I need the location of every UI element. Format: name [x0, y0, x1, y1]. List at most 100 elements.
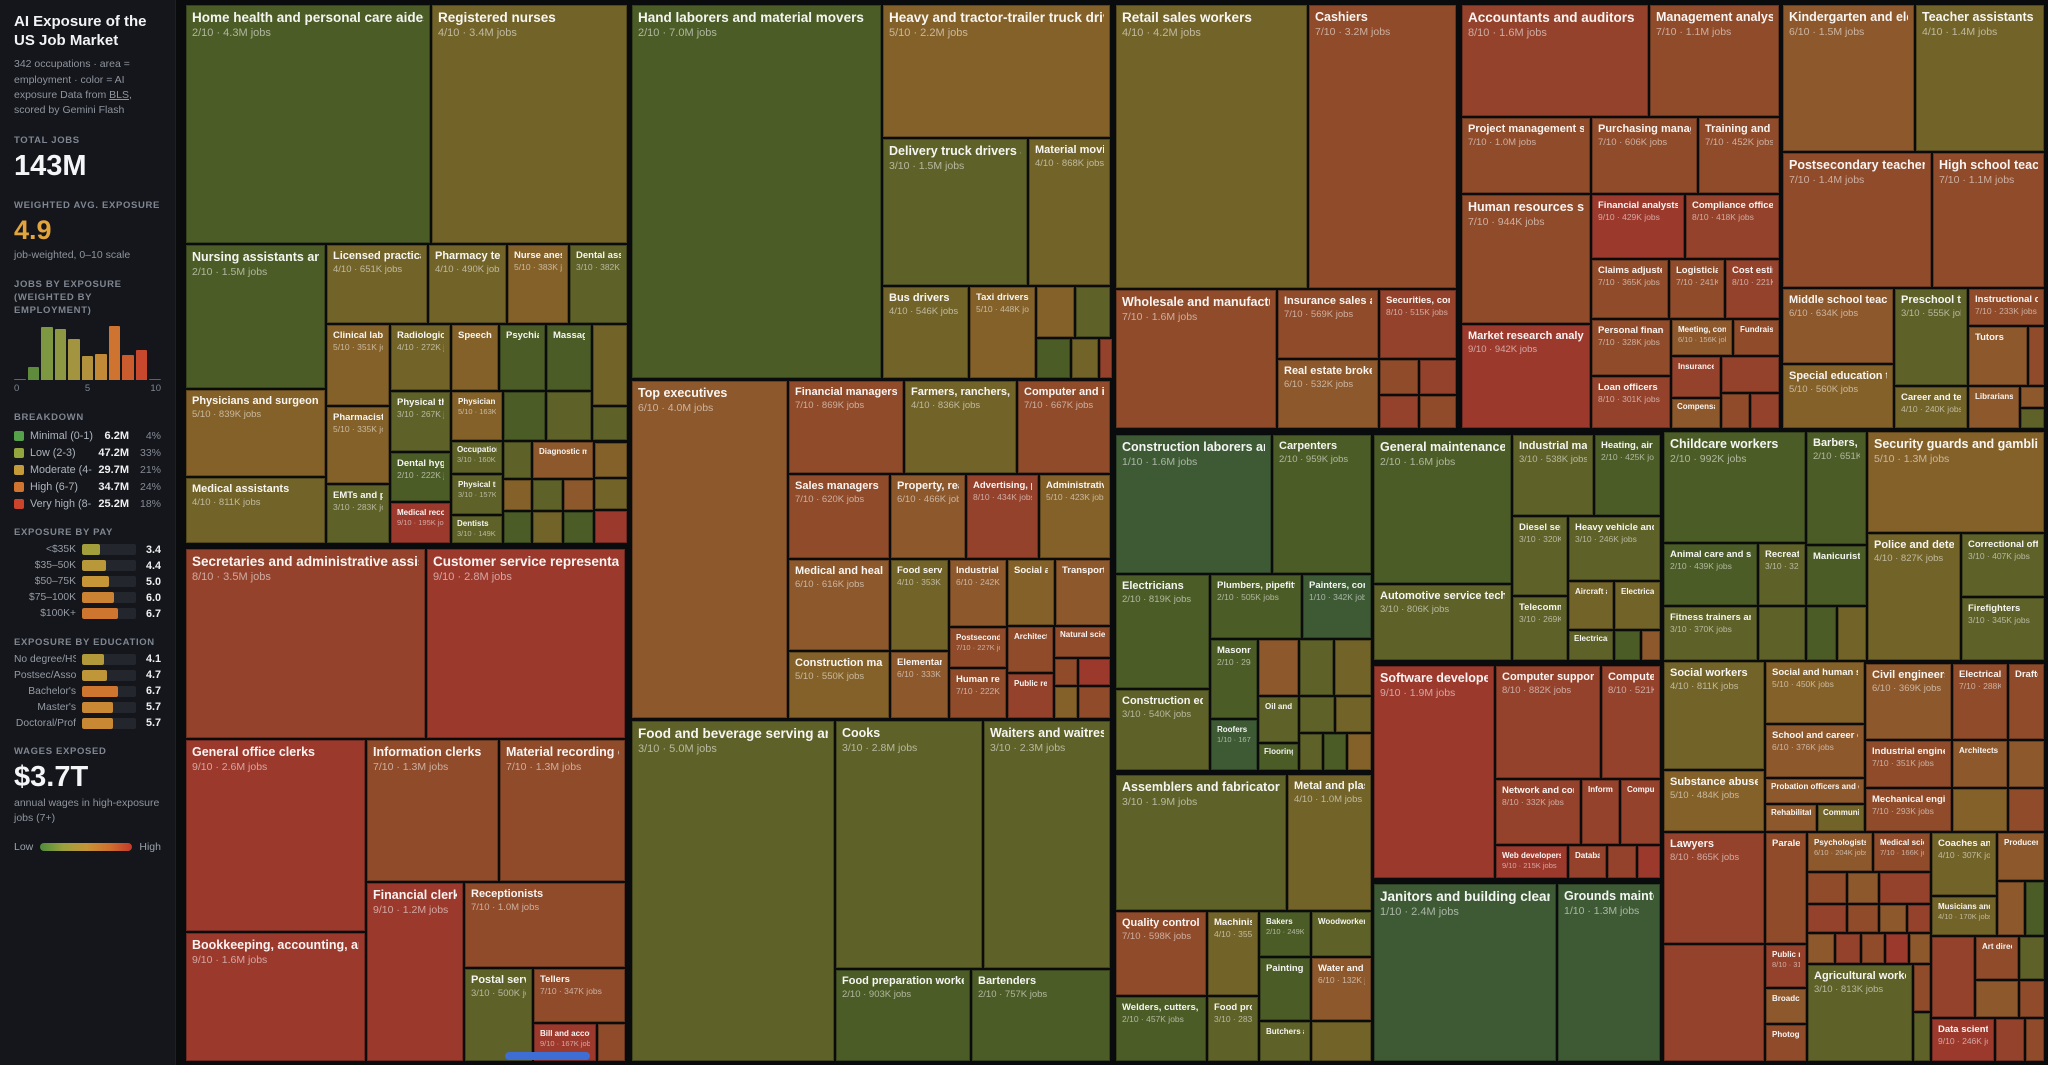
treemap-cell[interactable]: Postal service workers3/10 · 500K jobs	[465, 969, 532, 1061]
treemap-cell[interactable]	[1886, 934, 1908, 963]
treemap-cell[interactable]: Firefighters 3/10 · 345K jobs	[1962, 598, 2044, 660]
treemap-cell[interactable]: Purchasing managers, buyers, and purchas…	[1592, 118, 1697, 193]
treemap-cell[interactable]	[1420, 360, 1456, 394]
treemap-cell[interactable]: Quality control inspectors7/10 · 598K jo…	[1116, 912, 1206, 995]
treemap-cell[interactable]: Lawyers 8/10 · 865K jobs	[1664, 833, 1764, 943]
treemap-cell[interactable]	[1838, 607, 1866, 660]
treemap-cell[interactable]: Wholesale and manufacturing sales repres…	[1116, 290, 1276, 428]
treemap-cell[interactable]	[1037, 287, 1074, 337]
treemap-cell[interactable]: Food and beverage serving and related wo…	[632, 721, 834, 1061]
treemap-cell[interactable]	[1638, 846, 1660, 878]
treemap-cell[interactable]: Recreation workers3/10 · 328K jobs	[1759, 544, 1805, 605]
treemap-cell[interactable]: Computer support specialists8/10 · 882K …	[1496, 666, 1600, 778]
bls-link[interactable]: BLS	[109, 88, 129, 101]
treemap-cell[interactable]	[1072, 339, 1098, 378]
treemap-cell[interactable]	[1908, 905, 1930, 932]
treemap-cell[interactable]: Mechanical engineers7/10 · 293K jobs	[1866, 789, 1951, 831]
treemap-cell[interactable]: Middle school teachers6/10 · 634K jobs	[1783, 289, 1893, 363]
treemap-cell[interactable]: Paralegals and legal assistants	[1766, 833, 1806, 943]
treemap-cell[interactable]: Aircraft and avionics equipment mechanic…	[1569, 582, 1613, 629]
treemap-cell[interactable]: Producers and directors	[1998, 833, 2044, 880]
treemap-cell[interactable]: Childcare workers 2/10 · 992K jobs	[1664, 432, 1805, 542]
treemap-cell[interactable]: Natural sciences managers	[1055, 627, 1110, 657]
treemap-cell[interactable]	[564, 512, 593, 543]
treemap-cell[interactable]	[1722, 394, 1749, 428]
treemap-cell[interactable]: Nurse anesthetists, nurse midwives, and …	[508, 245, 568, 323]
treemap-cell[interactable]	[1079, 687, 1110, 718]
treemap-cell[interactable]	[1664, 945, 1764, 1061]
treemap-cell[interactable]: Cost estimators8/10 · 221K jobs	[1726, 260, 1779, 318]
treemap-cell[interactable]: Psychiatric technicians and aides	[500, 325, 545, 390]
treemap-cell[interactable]: Clinical laboratory technologists and te…	[327, 325, 389, 405]
treemap-cell[interactable]: Management analysts 7/10 · 1.1M jobs	[1650, 5, 1779, 116]
treemap-cell[interactable]: Massage therapists	[547, 325, 591, 390]
treemap-cell[interactable]: Cashiers 7/10 · 3.2M jobs	[1309, 5, 1456, 288]
treemap-cell[interactable]: Industrial engineers7/10 · 351K jobs	[1866, 741, 1951, 787]
treemap-cell[interactable]	[504, 512, 531, 543]
treemap-cell[interactable]: Medical scientists7/10 · 166K jobs	[1874, 833, 1930, 871]
treemap-cell[interactable]: Licensed practical and licensed vocation…	[327, 245, 427, 323]
treemap-cell[interactable]: Computer systems analysts8/10 · 521K job…	[1602, 666, 1660, 778]
treemap-cell[interactable]	[533, 480, 562, 510]
treemap-cell[interactable]	[1914, 1013, 1930, 1061]
treemap-cell[interactable]	[1914, 965, 1930, 1011]
treemap-cell[interactable]: Fitness trainers and instructors3/10 · 3…	[1664, 607, 1757, 660]
treemap-cell[interactable]: Plumbers, pipefitters, and steamfitters2…	[1211, 575, 1301, 638]
treemap-cell[interactable]: Tutors	[1969, 327, 2027, 385]
treemap-cell[interactable]	[1380, 360, 1418, 394]
treemap-cell[interactable]: Probation officers and correctional trea…	[1766, 779, 1864, 803]
treemap-cell[interactable]	[1862, 934, 1884, 963]
treemap-cell[interactable]: Kindergarten and elementary school teach…	[1783, 5, 1914, 151]
treemap-cell[interactable]: Musicians and singers4/10 · 170K jobs	[1932, 897, 1996, 935]
treemap-cell[interactable]	[1751, 394, 1779, 428]
treemap-cell[interactable]	[504, 442, 531, 478]
treemap-cell[interactable]: Postsecondary education administrators7/…	[950, 628, 1006, 667]
treemap-cell[interactable]: Automotive service technicians and mecha…	[1374, 585, 1511, 660]
treemap-cell[interactable]: Material moving machine operators4/10 · …	[1029, 139, 1110, 285]
treemap-cell[interactable]: Financial managers 7/10 · 869K jobs	[789, 381, 903, 473]
treemap-cell[interactable]	[593, 325, 627, 405]
treemap-cell[interactable]: Water and wastewater treatment plant ope…	[1312, 958, 1371, 1020]
treemap-cell[interactable]: Top executives 6/10 · 4.0M jobs	[632, 381, 787, 718]
treemap-cell[interactable]	[1312, 1022, 1371, 1061]
treemap-cell[interactable]	[1335, 640, 1371, 695]
treemap-cell[interactable]: Transportation managers	[1056, 560, 1110, 625]
treemap-cell[interactable]: Substance abuse, behavioral disorder, an…	[1664, 771, 1764, 831]
treemap-cell[interactable]	[1953, 789, 2007, 831]
treemap-cell[interactable]	[1100, 339, 1112, 378]
treemap-cell[interactable]	[2021, 387, 2044, 407]
treemap-cell[interactable]: Retail sales workers 4/10 · 4.2M jobs	[1116, 5, 1307, 288]
treemap-cell[interactable]: School and career counselors and advisor…	[1766, 725, 1864, 777]
treemap-cell[interactable]: Occupational therapists3/10 · 160K jobs	[452, 442, 502, 473]
treemap-cell[interactable]: Database administrators and architects	[1569, 846, 1606, 878]
treemap-cell[interactable]: Machinists and tool and die makers4/10 ·…	[1208, 912, 1258, 995]
treemap-cell[interactable]: Telecommunications equipment installers …	[1513, 597, 1567, 660]
treemap-cell[interactable]: Insurance underwriters	[1672, 357, 1720, 397]
treemap-cell[interactable]: Human resources specialists7/10 · 944K j…	[1462, 195, 1590, 323]
treemap-cell[interactable]: Correctional officers3/10 · 407K jobs	[1962, 534, 2044, 596]
treemap-cell[interactable]	[1348, 734, 1371, 770]
treemap-cell[interactable]: Dental hygienists2/10 · 222K jobs	[391, 453, 450, 501]
treemap-cell[interactable]: Food processing workers3/10 · 283K jobs	[1208, 997, 1258, 1061]
treemap-cell[interactable]: Construction equipment operators3/10 · 5…	[1116, 690, 1209, 770]
treemap-cell[interactable]	[1079, 659, 1110, 685]
treemap-cell[interactable]	[1808, 934, 1834, 963]
treemap-cell[interactable]: Coaches and scouts4/10 · 307K jobs	[1932, 833, 1996, 895]
treemap-cell[interactable]: Industrial machinery mechanics3/10 · 538…	[1513, 435, 1593, 515]
treemap-cell[interactable]: Information clerks 7/10 · 1.3M jobs	[367, 740, 498, 881]
treemap-cell[interactable]	[1037, 339, 1070, 378]
treemap-cell[interactable]	[533, 512, 562, 543]
treemap-cell[interactable]: Butchers and other meat workers	[1260, 1022, 1310, 1061]
treemap-cell[interactable]	[1055, 687, 1077, 718]
treemap-cell[interactable]: Industrial production managers6/10 · 242…	[950, 560, 1006, 626]
treemap-cell[interactable]: Public relations specialists8/10 · 316K …	[1766, 945, 1806, 987]
treemap-cell[interactable]: Hand laborers and material movers 2/10 · …	[632, 5, 881, 378]
treemap-cell[interactable]	[1807, 607, 1836, 660]
treemap-cell[interactable]: Financial analysts and advisors9/10 · 42…	[1592, 195, 1684, 258]
